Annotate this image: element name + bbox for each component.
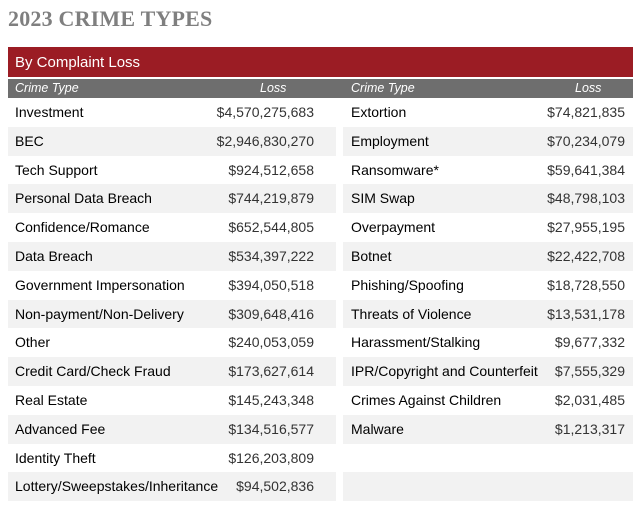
column-gap xyxy=(336,270,343,300)
header-crime-type-left: Crime Type xyxy=(15,81,79,95)
loss-cell: $134,516,577 xyxy=(228,420,314,437)
loss-cell: $744,219,879 xyxy=(228,190,314,207)
crime-type-cell: Data Breach xyxy=(15,247,93,264)
column-gap xyxy=(336,414,343,444)
crime-type-cell: Ransomware* xyxy=(351,161,439,178)
loss-cell: $13,531,178 xyxy=(547,305,625,322)
crime-types-table: Crime Type Loss Crime Type Loss Investme… xyxy=(8,79,633,502)
crime-type-cell: Botnet xyxy=(351,247,392,264)
table-row: BEC $2,946,830,270 Employment $70,234,079 xyxy=(8,126,633,156)
header-loss-left: Loss xyxy=(260,81,287,95)
crime-type-cell: Credit Card/Check Fraud xyxy=(15,363,171,380)
table-row: Personal Data Breach $744,219,879 SIM Swap… xyxy=(8,184,633,214)
crime-type-cell: Personal Data Breach xyxy=(15,190,152,207)
loss-cell: $94,502,836 xyxy=(236,478,314,495)
loss-cell: $534,397,222 xyxy=(228,247,314,264)
table-header: Crime Type Loss Crime Type Loss xyxy=(8,79,633,98)
table-row: Credit Card/Check Fraud $173,627,614 IPR/C… xyxy=(8,357,633,386)
column-gap xyxy=(336,126,343,156)
loss-cell: $70,234,079 xyxy=(547,132,625,149)
column-gap xyxy=(336,98,343,127)
table-row: Lottery/Sweepstakes/Inheritance $94,502,8… xyxy=(8,472,633,502)
table-row: Advanced Fee $134,516,577 Malware $1,213,31… xyxy=(8,414,633,444)
crime-type-cell: IPR/Copyright and Counterfeit xyxy=(351,363,538,380)
loss-cell: $394,050,518 xyxy=(228,276,314,293)
loss-cell: $74,821,835 xyxy=(547,104,625,120)
page-title: 2023 CRIME TYPES xyxy=(8,6,213,31)
crime-type-cell: Malware xyxy=(351,420,404,437)
crime-type-cell: Extortion xyxy=(351,104,407,120)
loss-cell: $309,648,416 xyxy=(228,305,314,322)
table-row: Non-payment/Non-Delivery $309,648,416 Thre… xyxy=(8,299,633,329)
crime-type-cell: Lottery/Sweepstakes/Inheritance xyxy=(15,478,219,495)
column-gap xyxy=(336,357,343,386)
crime-type-cell: Investment xyxy=(15,104,84,120)
table-row: Data Breach $534,397,222 Botnet $22,422,708 xyxy=(8,241,633,271)
crime-type-cell: Overpayment xyxy=(351,219,436,236)
loss-cell: $145,243,348 xyxy=(228,391,314,408)
table-row: Investment $4,570,275,683 Extortion $74,821… xyxy=(8,98,633,127)
column-gap xyxy=(336,155,343,185)
crime-type-cell: Threats of Violence xyxy=(351,305,472,322)
loss-cell: $126,203,809 xyxy=(228,449,314,466)
table-body: Investment $4,570,275,683 Extortion $74,821… xyxy=(8,98,633,502)
loss-cell: $27,955,195 xyxy=(547,219,625,236)
loss-cell: $18,728,550 xyxy=(547,276,625,293)
loss-cell: $22,422,708 xyxy=(547,247,625,264)
loss-cell: $652,544,805 xyxy=(228,219,314,236)
crime-type-cell: Employment xyxy=(351,132,429,149)
crime-type-cell: Crimes Against Children xyxy=(351,391,502,408)
loss-cell: $4,570,275,683 xyxy=(216,104,314,120)
loss-cell: $7,555,329 xyxy=(554,363,625,380)
loss-cell: $1,213,317 xyxy=(554,420,625,437)
column-gap xyxy=(336,299,343,329)
crime-type-cell: Non-payment/Non-Delivery xyxy=(15,305,184,322)
crime-type-cell: BEC xyxy=(15,132,44,149)
section-banner: By Complaint Loss xyxy=(8,47,633,77)
header-crime-type-right: Crime Type xyxy=(351,81,415,95)
column-gap xyxy=(336,472,343,502)
column-gap xyxy=(336,213,343,242)
loss-cell: $59,641,384 xyxy=(547,161,625,178)
table-row: Confidence/Romance $652,544,805 Overpaymen… xyxy=(8,213,633,242)
table-row: Other $240,053,059 Harassment/Stalking $9,6… xyxy=(8,328,633,358)
loss-cell: $240,053,059 xyxy=(228,334,314,351)
crime-type-cell: SIM Swap xyxy=(351,190,415,207)
column-gap xyxy=(336,241,343,271)
table-row: Identity Theft $126,203,809 xyxy=(8,443,633,473)
loss-cell: $2,946,830,270 xyxy=(216,132,314,149)
header-loss-right: Loss xyxy=(575,81,602,95)
crime-type-cell: Real Estate xyxy=(15,391,88,408)
loss-cell: $924,512,658 xyxy=(228,161,314,178)
column-gap xyxy=(336,184,343,214)
loss-cell: $48,798,103 xyxy=(547,190,625,207)
crime-type-cell: Tech Support xyxy=(15,161,98,178)
crime-type-cell: Harassment/Stalking xyxy=(351,334,481,351)
column-gap xyxy=(336,385,343,415)
crime-type-cell: Identity Theft xyxy=(15,449,96,466)
crime-type-cell: Phishing/Spoofing xyxy=(351,276,464,293)
column-gap xyxy=(336,328,343,358)
crime-type-cell: Other xyxy=(15,334,51,351)
table-row: Real Estate $145,243,348 Crimes Against Ch… xyxy=(8,385,633,415)
loss-cell: $173,627,614 xyxy=(228,363,314,380)
loss-cell: $2,031,485 xyxy=(554,391,625,408)
crime-type-cell: Advanced Fee xyxy=(15,420,106,437)
crime-type-cell: Confidence/Romance xyxy=(15,219,150,236)
table-row: Tech Support $924,512,658 Ransomware* $59,6… xyxy=(8,155,633,185)
column-gap xyxy=(336,443,343,473)
loss-cell: $9,677,332 xyxy=(554,334,625,351)
crime-type-cell: Government Impersonation xyxy=(15,276,185,293)
table-row: Government Impersonation $394,050,518 Phis… xyxy=(8,270,633,300)
